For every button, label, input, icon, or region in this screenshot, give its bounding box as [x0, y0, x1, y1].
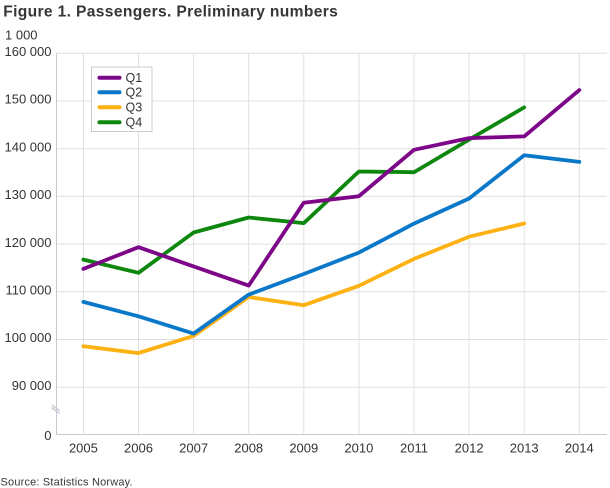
svg-text:2013: 2013	[510, 440, 539, 455]
svg-text:100 000: 100 000	[5, 330, 52, 345]
svg-text:2007: 2007	[179, 440, 208, 455]
svg-text:2010: 2010	[344, 440, 373, 455]
svg-text:Q1: Q1	[126, 71, 143, 85]
svg-text:0: 0	[44, 428, 51, 443]
svg-text:Source: Statistics Norway.: Source: Statistics Norway.	[1, 477, 133, 488]
svg-text:140 000: 140 000	[5, 139, 52, 154]
svg-text:2009: 2009	[289, 440, 318, 455]
svg-text:130 000: 130 000	[5, 187, 52, 202]
svg-text:160 000: 160 000	[5, 44, 52, 59]
svg-text:2014: 2014	[565, 440, 594, 455]
svg-text:Figure 1. Passengers. Prelimin: Figure 1. Passengers. Preliminary number…	[3, 3, 338, 20]
svg-text:2005: 2005	[69, 440, 98, 455]
svg-text:90 000: 90 000	[12, 378, 52, 393]
svg-text:2012: 2012	[455, 440, 484, 455]
svg-text:110 000: 110 000	[5, 283, 51, 298]
svg-text:Q4: Q4	[126, 115, 143, 129]
svg-text:1 000: 1 000	[5, 28, 38, 43]
svg-text:Q2: Q2	[126, 86, 143, 100]
svg-text:150 000: 150 000	[5, 92, 52, 107]
svg-text:2008: 2008	[234, 440, 263, 455]
svg-text:Q3: Q3	[126, 100, 143, 114]
svg-text:120 000: 120 000	[5, 235, 52, 250]
svg-text:2011: 2011	[400, 440, 428, 455]
svg-text:2006: 2006	[124, 440, 153, 455]
